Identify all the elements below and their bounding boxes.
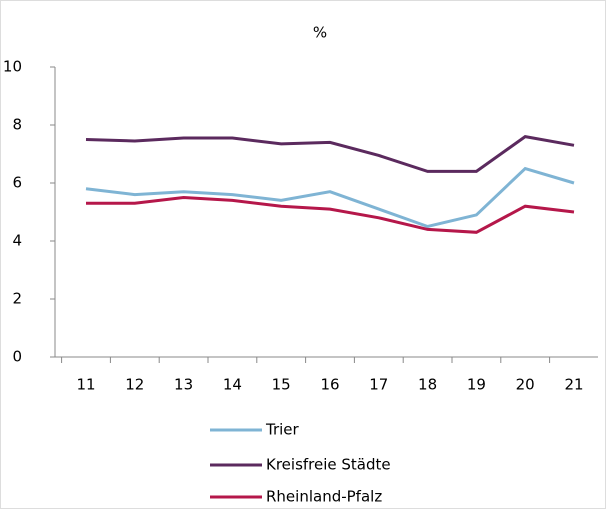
x-tick-label: 11: [76, 376, 95, 394]
line-series: [85, 166, 575, 229]
y-tick-label: 8: [12, 116, 22, 134]
x-tick-label: 17: [369, 376, 388, 394]
line-series: [85, 135, 575, 173]
y-tick-label: 2: [12, 290, 22, 308]
x-tick-label: 12: [125, 376, 144, 394]
x-tick-label: 20: [516, 376, 535, 394]
y-tick-label: 4: [12, 232, 22, 250]
y-tick-label: 10: [3, 58, 22, 76]
x-tick-label: 18: [418, 376, 437, 394]
chart-title: %: [313, 24, 327, 42]
legend-label: Trier: [265, 421, 300, 439]
legend-label: Rheinland-Pfalz: [266, 488, 382, 506]
x-tick-label: 16: [320, 376, 339, 394]
x-tick-label: 13: [174, 376, 193, 394]
line-series: [86, 195, 575, 234]
y-tick-label: 0: [12, 348, 22, 366]
x-tick-label: 21: [564, 376, 583, 394]
x-tick-label: 15: [272, 376, 291, 394]
legend-label: Kreisfreie Städte: [266, 456, 391, 474]
x-tick-label: 19: [467, 376, 486, 394]
x-tick-label: 14: [223, 376, 242, 394]
y-tick-label: 6: [12, 174, 22, 192]
